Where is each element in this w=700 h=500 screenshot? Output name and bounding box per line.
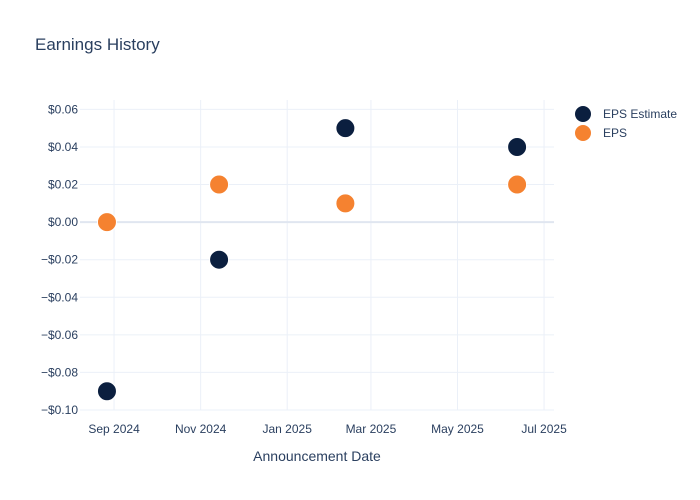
eps-point[interactable] xyxy=(209,174,230,195)
y-tick-label: −$0.02 xyxy=(41,253,78,267)
y-tick-label: −$0.06 xyxy=(41,328,78,342)
eps-estimate-point[interactable] xyxy=(335,118,356,139)
y-tick-label: $0.00 xyxy=(48,215,78,229)
x-tick-label: Sep 2024 xyxy=(88,422,140,436)
legend-marker-eps-estimate[interactable] xyxy=(575,106,591,122)
grid xyxy=(80,100,554,411)
y-tick-label: −$0.10 xyxy=(41,403,78,417)
x-tick-label: Jan 2025 xyxy=(263,422,313,436)
chart-title: Earnings History xyxy=(35,35,160,54)
x-tick-label: May 2025 xyxy=(431,422,484,436)
legend-label-eps[interactable]: EPS xyxy=(603,126,627,140)
x-tick-label: Mar 2025 xyxy=(346,422,397,436)
legend: EPS Estimate EPS xyxy=(575,106,677,141)
x-tick-label: Nov 2024 xyxy=(175,422,227,436)
eps-estimate-point[interactable] xyxy=(209,249,230,270)
plot-area xyxy=(96,118,528,402)
x-axis-ticks: Sep 2024 Nov 2024 Jan 2025 Mar 2025 May 2025… xyxy=(88,422,567,436)
x-axis-title: Announcement Date xyxy=(253,448,381,464)
y-tick-label: $0.06 xyxy=(48,102,78,116)
eps-point[interactable] xyxy=(96,212,117,233)
eps-estimate-point[interactable] xyxy=(96,381,117,402)
legend-label-eps-estimate[interactable]: EPS Estimate xyxy=(603,107,677,121)
y-tick-label: −$0.04 xyxy=(41,290,78,304)
y-tick-label: $0.02 xyxy=(48,178,78,192)
eps-point[interactable] xyxy=(507,174,528,195)
legend-marker-eps[interactable] xyxy=(575,125,591,141)
eps-point[interactable] xyxy=(335,193,356,214)
y-tick-label: −$0.08 xyxy=(41,365,78,379)
x-tick-label: Jul 2025 xyxy=(521,422,567,436)
y-tick-label: $0.04 xyxy=(48,140,78,154)
eps-estimate-point[interactable] xyxy=(507,136,528,157)
y-axis-ticks: $0.06 $0.04 $0.02 $0.00 −$0.02 −$0.04 −$0.06 −$… xyxy=(41,102,78,417)
